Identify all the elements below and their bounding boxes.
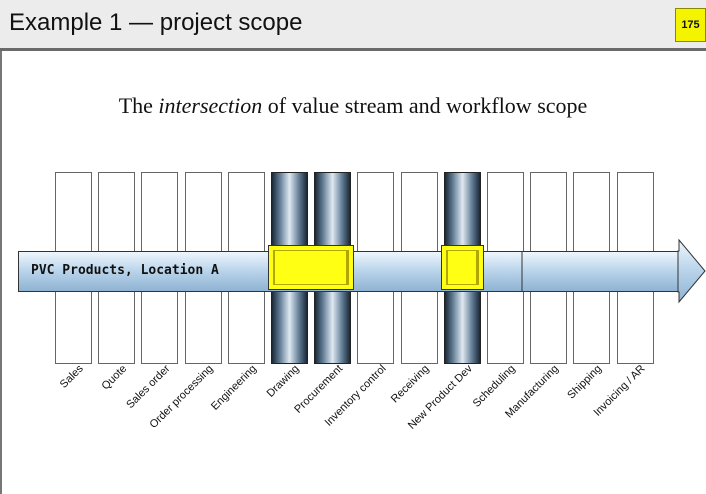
- left-border: [0, 51, 2, 494]
- intersection-highlight-1: [268, 245, 355, 290]
- slide-title: Example 1 — project scope: [9, 9, 303, 36]
- slide-subtitle: The intersection of value stream and wor…: [0, 93, 706, 119]
- page-number-badge: 175: [675, 8, 706, 42]
- title-divider: [0, 48, 706, 51]
- intersection-highlight-2: [440, 245, 484, 290]
- title-bar: Example 1 — project scope: [0, 0, 706, 48]
- subtitle-part-1: The: [118, 93, 159, 118]
- value-stream-label: PVC Products, Location A: [31, 263, 219, 278]
- subtitle-part-2: of value stream and workflow scope: [262, 93, 588, 118]
- subtitle-emphasis: intersection: [158, 93, 263, 118]
